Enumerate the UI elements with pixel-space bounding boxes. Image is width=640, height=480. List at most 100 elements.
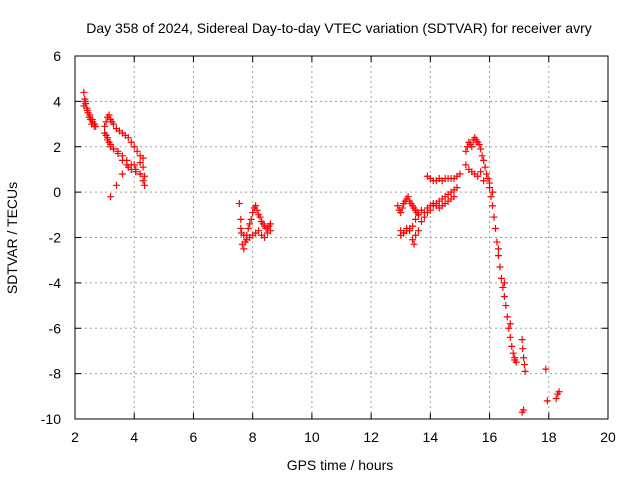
data-point bbox=[102, 118, 110, 126]
data-point bbox=[252, 202, 260, 210]
grid bbox=[75, 56, 608, 419]
data-point bbox=[136, 170, 144, 178]
y-tick-label: -8 bbox=[49, 366, 62, 382]
data-point bbox=[253, 206, 261, 214]
x-tick-label: 4 bbox=[130, 429, 138, 445]
data-point bbox=[521, 367, 529, 375]
data-point bbox=[555, 388, 563, 396]
data-point bbox=[490, 213, 498, 221]
data-point bbox=[404, 193, 412, 201]
y-axis-label: SDTVAR / TECUs bbox=[4, 182, 20, 294]
data-point bbox=[462, 161, 470, 169]
data-point bbox=[266, 227, 274, 235]
x-tick-label: 12 bbox=[363, 429, 379, 445]
data-point bbox=[141, 181, 149, 189]
data-point bbox=[453, 184, 461, 192]
data-point bbox=[426, 206, 434, 214]
data-point bbox=[240, 245, 248, 253]
data-point bbox=[400, 229, 408, 237]
x-tick-label: 18 bbox=[541, 429, 557, 445]
data-point bbox=[475, 140, 483, 148]
data-point bbox=[506, 320, 514, 328]
data-point bbox=[109, 145, 117, 153]
data-point bbox=[496, 263, 504, 271]
data-point bbox=[420, 213, 428, 221]
data-point bbox=[118, 152, 126, 160]
data-point bbox=[83, 106, 91, 114]
data-point bbox=[500, 279, 508, 287]
data-point bbox=[244, 224, 252, 232]
data-point bbox=[105, 138, 113, 146]
data-point bbox=[80, 102, 88, 110]
data-point bbox=[237, 215, 245, 223]
data-point bbox=[489, 202, 497, 210]
x-tick-label: 16 bbox=[482, 429, 498, 445]
data-point bbox=[109, 120, 117, 128]
data-point bbox=[505, 324, 513, 332]
data-point bbox=[500, 292, 508, 300]
data-point bbox=[123, 156, 131, 164]
data-point bbox=[497, 274, 505, 282]
data-point bbox=[397, 209, 405, 217]
data-point bbox=[112, 181, 120, 189]
data-point bbox=[114, 147, 122, 155]
data-point bbox=[86, 111, 94, 119]
data-point bbox=[235, 199, 243, 207]
data-point bbox=[489, 188, 497, 196]
data-point bbox=[246, 220, 254, 228]
data-point bbox=[481, 163, 489, 171]
data-point bbox=[508, 342, 516, 350]
data-point bbox=[255, 227, 263, 235]
data-point bbox=[502, 302, 510, 310]
x-tick-label: 6 bbox=[190, 429, 198, 445]
y-tick-label: 0 bbox=[53, 184, 61, 200]
data-point bbox=[503, 313, 511, 321]
data-point bbox=[478, 152, 486, 160]
data-point bbox=[484, 175, 492, 183]
data-point bbox=[141, 172, 149, 180]
x-axis-label: GPS time / hours bbox=[287, 457, 394, 473]
data-point bbox=[477, 168, 485, 176]
data-point bbox=[91, 120, 99, 128]
data-point bbox=[237, 224, 245, 232]
y-tick-label: -4 bbox=[49, 275, 62, 291]
data-point bbox=[412, 215, 420, 223]
data-point bbox=[249, 209, 257, 217]
data-point bbox=[104, 134, 112, 142]
data-point bbox=[499, 283, 507, 291]
data-point bbox=[477, 145, 485, 153]
data-point bbox=[474, 172, 482, 180]
data-point bbox=[247, 215, 255, 223]
data-point bbox=[462, 147, 470, 155]
y-tick-label: 6 bbox=[53, 48, 61, 64]
data-point bbox=[450, 193, 458, 201]
data-point bbox=[107, 193, 115, 201]
data-point bbox=[491, 224, 499, 232]
data-point bbox=[101, 122, 109, 130]
data-point bbox=[506, 333, 514, 341]
data-point bbox=[480, 177, 488, 185]
data-point bbox=[518, 336, 526, 344]
data-point bbox=[509, 349, 517, 357]
y-tick-label: -10 bbox=[41, 411, 61, 427]
data-point bbox=[240, 231, 248, 239]
x-tick-label: 8 bbox=[249, 429, 257, 445]
data-point bbox=[487, 193, 495, 201]
y-tick-label: 2 bbox=[53, 139, 61, 155]
data-point bbox=[139, 163, 147, 171]
data-point bbox=[486, 184, 494, 192]
data-point bbox=[414, 227, 422, 235]
data-point bbox=[394, 202, 402, 210]
data-point bbox=[410, 240, 418, 248]
data-point bbox=[124, 163, 132, 171]
data-point bbox=[520, 361, 528, 369]
data-point bbox=[520, 354, 528, 362]
data-point bbox=[494, 245, 502, 253]
tick-labels: 2 4 6 8 10 12 14 16 18 20 -10 -8 -6 -4 -2 0 2 4 6 bbox=[41, 48, 616, 445]
data-point bbox=[483, 170, 491, 178]
y-tick-label: -6 bbox=[49, 320, 62, 336]
data-point bbox=[130, 161, 138, 169]
data-point bbox=[493, 238, 501, 246]
data-point bbox=[494, 252, 502, 260]
